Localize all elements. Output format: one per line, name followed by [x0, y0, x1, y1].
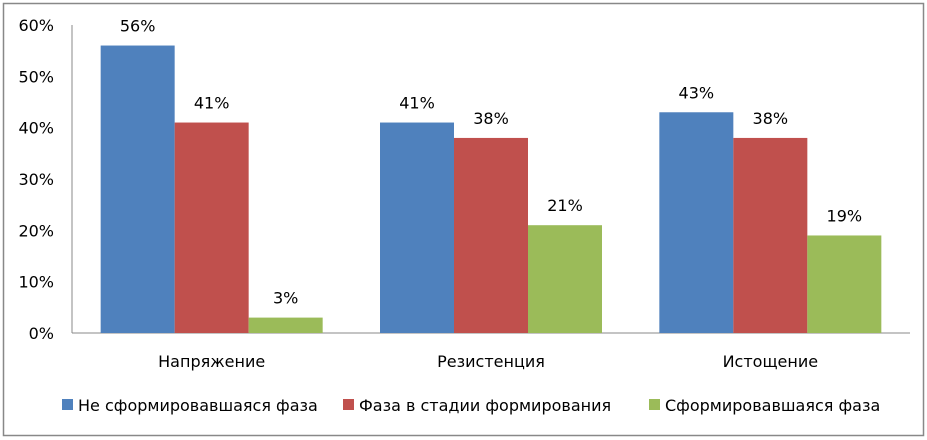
y-tick-label: 0%: [29, 324, 54, 343]
bar: [248, 317, 323, 333]
y-tick-label: 40%: [18, 119, 54, 138]
bar: [528, 225, 602, 333]
y-tick-label: 10%: [18, 273, 54, 292]
x-tick-label: Резистенция: [437, 352, 545, 371]
legend-swatch: [343, 399, 354, 410]
data-label: 56%: [120, 17, 156, 36]
legend-label: Не сформировавшаяся фаза: [78, 396, 318, 415]
data-label: 41%: [399, 94, 435, 113]
bar: [659, 112, 734, 334]
bar: [454, 137, 528, 333]
legend-label: Фаза в стадии формирования: [359, 396, 611, 415]
data-label: 38%: [473, 109, 509, 128]
bar: [807, 235, 882, 333]
legend-swatch: [62, 399, 73, 410]
legend-label: Сформировавшаяся фаза: [665, 396, 880, 415]
data-label: 38%: [753, 109, 789, 128]
bar: [100, 45, 175, 334]
x-tick-label: Напряжение: [158, 352, 265, 371]
bar: [733, 137, 808, 333]
data-label: 43%: [679, 83, 715, 102]
bar: [380, 122, 454, 334]
data-label: 19%: [827, 206, 863, 225]
y-tick-label: 20%: [18, 221, 54, 240]
x-tick-label: Истощение: [723, 352, 819, 371]
data-label: 3%: [273, 289, 298, 308]
data-label: 41%: [194, 94, 230, 113]
bar: [174, 122, 249, 334]
y-tick-label: 30%: [18, 170, 54, 189]
y-tick-label: 60%: [18, 16, 54, 35]
data-label: 21%: [547, 196, 583, 215]
legend-swatch: [649, 399, 660, 410]
y-tick-label: 50%: [18, 67, 54, 86]
